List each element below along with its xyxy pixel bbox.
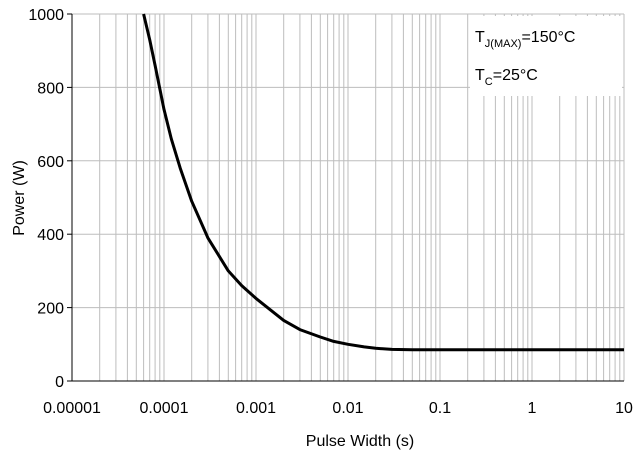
y-tick-label: 800 <box>37 80 64 97</box>
x-tick-label: 0.00001 <box>43 400 101 417</box>
x-tick-label: 0.0001 <box>140 400 189 417</box>
grid <box>71 13 625 382</box>
annotation-tj-sub: J(MAX) <box>485 38 522 50</box>
series-line-0 <box>142 13 624 352</box>
x-tick-label: 1 <box>528 400 537 417</box>
y-tick-label: 600 <box>37 154 64 171</box>
annotation-tj-main: T <box>475 29 485 46</box>
annotation-background <box>470 16 622 96</box>
annotation-tj-value: =150°C <box>521 29 575 46</box>
annotation-tj-max: TJ(MAX)=150°C <box>475 29 575 50</box>
series-curves <box>142 13 624 352</box>
annotation-tc-sub: C <box>485 76 493 88</box>
x-tick-label: 10 <box>615 400 633 417</box>
x-tick-label: 0.1 <box>429 400 451 417</box>
x-axis-title: Pulse Width (s) <box>306 433 414 450</box>
y-tick-label: 400 <box>37 227 64 244</box>
x-tick-label: 0.01 <box>332 400 363 417</box>
axes <box>67 13 624 382</box>
y-axis-title: Power (W) <box>11 160 28 236</box>
y-tick-label: 1000 <box>28 7 64 24</box>
y-tick-label: 0 <box>55 374 64 391</box>
x-tick-label: 0.001 <box>236 400 276 417</box>
y-tick-label: 200 <box>37 301 64 318</box>
annotation-tc: TC=25°C <box>475 67 538 88</box>
y-tick-labels: 0 200 400 600 800 1000 <box>28 7 64 391</box>
annotation-tc-main: T <box>475 67 485 84</box>
x-tick-labels: 0.00001 0.0001 0.001 0.01 0.1 1 10 <box>43 400 633 417</box>
annotation-tc-value: =25°C <box>493 67 538 84</box>
annotations: TJ(MAX)=150°C TC=25°C <box>470 16 622 96</box>
